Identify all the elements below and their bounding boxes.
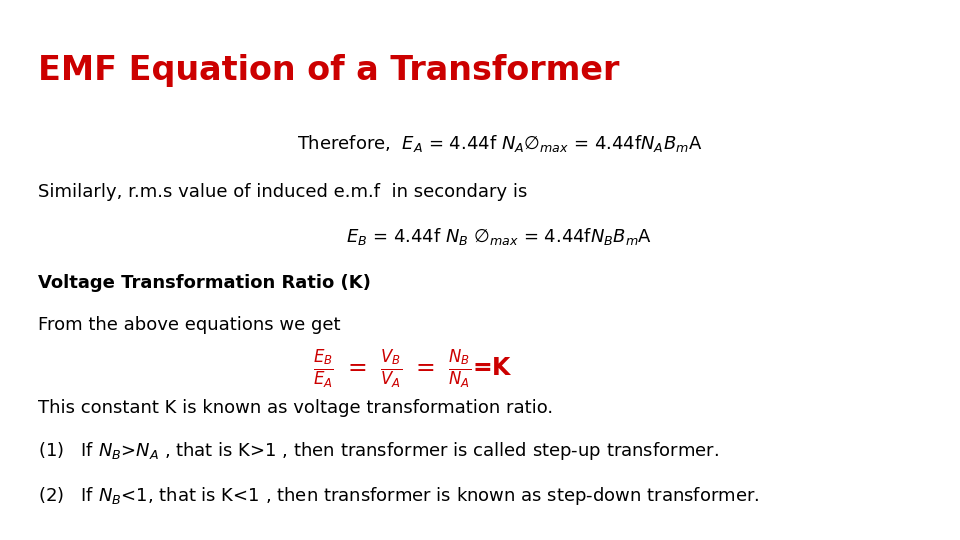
Text: $E_B$ = 4.44f $N_B$ $\varnothing_{max}$ = 4.44f$N_B$$B_m$A: $E_B$ = 4.44f $N_B$ $\varnothing_{max}$ … <box>347 226 652 247</box>
Text: This constant K is known as voltage transformation ratio.: This constant K is known as voltage tran… <box>38 399 554 417</box>
Text: Similarly, r.m.s value of induced e.m.f  in secondary is: Similarly, r.m.s value of induced e.m.f … <box>38 183 528 201</box>
Text: EMF Equation of a Transformer: EMF Equation of a Transformer <box>38 54 620 87</box>
Text: From the above equations we get: From the above equations we get <box>38 316 341 334</box>
Text: (1)   If $N_B$>$N_A$ , that is K>1 , then transformer is called step-up transfor: (1) If $N_B$>$N_A$ , that is K>1 , then … <box>38 440 719 462</box>
Text: $\mathit{\frac{E_B}{E_A}}$ $=$ $\mathit{\frac{V_B}{V_A}}$ $=$ $\mathit{\frac{N_B: $\mathit{\frac{E_B}{E_A}}$ $=$ $\mathit{… <box>313 348 513 391</box>
Text: (2)   If $N_B$<1, that is K<1 , then transformer is known as step-down transform: (2) If $N_B$<1, that is K<1 , then trans… <box>38 485 759 507</box>
Text: Voltage Transformation Ratio (K): Voltage Transformation Ratio (K) <box>38 274 372 293</box>
Text: Therefore,  $E_A$ = 4.44f $N_A\varnothing_{max}$ = 4.44f$N_A$$B_m$A: Therefore, $E_A$ = 4.44f $N_A\varnothing… <box>297 133 702 153</box>
